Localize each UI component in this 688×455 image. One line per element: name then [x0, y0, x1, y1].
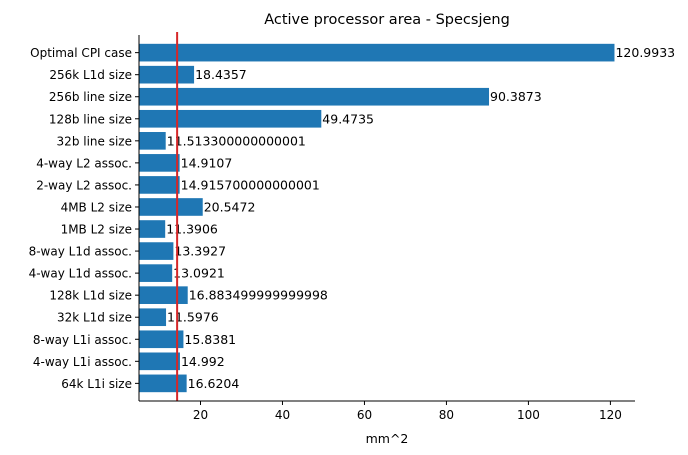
x-tick-label: 60	[357, 408, 372, 422]
y-tick-label: 128b line size	[49, 112, 132, 126]
x-tick-label: 100	[517, 408, 540, 422]
bars-group	[139, 43, 615, 393]
bar-value-label: 11.3906	[166, 222, 218, 237]
bar-value-label: 90.3873	[490, 89, 542, 104]
y-tick-label: 128k L1d size	[49, 289, 132, 303]
bar	[139, 198, 203, 216]
y-tick-label: 32b line size	[57, 134, 132, 148]
bar	[139, 132, 166, 150]
x-tick-label: 40	[275, 408, 290, 422]
bar	[139, 43, 615, 62]
y-tick-label: 8-way L1d assoc.	[29, 245, 132, 259]
bar-value-label: 20.5472	[204, 199, 256, 214]
y-tick-label: Optimal CPI case	[30, 46, 132, 60]
bar	[139, 374, 187, 393]
bar-value-label: 16.883499999999998	[189, 288, 328, 303]
bar	[139, 109, 322, 128]
bar	[139, 264, 173, 282]
bar-value-label: 14.9107	[181, 155, 233, 170]
bar	[139, 65, 195, 84]
value-labels-group: 120.9933 18.4357 90.3873 49.4735 11.51330000…	[166, 45, 675, 391]
y-tick-label: 4-way L2 assoc.	[36, 156, 132, 170]
bar-value-label: 11.5976	[167, 310, 219, 325]
y-tick-label: 8-way L1i assoc.	[33, 333, 132, 347]
y-tick-label: 256b line size	[49, 90, 132, 104]
bar-value-label: 49.4735	[322, 111, 374, 126]
bar	[139, 87, 490, 106]
y-tick-label: 64k L1i size	[61, 377, 132, 391]
x-tick-label: 80	[439, 408, 454, 422]
bar	[139, 286, 188, 304]
bar-value-label: 13.3927	[174, 244, 226, 259]
y-axis-ticks: Optimal CPI case 256k L1d size 256b line s…	[29, 46, 139, 391]
chart-title: Active processor area - Specsjeng	[264, 12, 510, 28]
x-axis-label: mm^2	[366, 431, 409, 446]
bar	[139, 220, 166, 238]
bar-value-label: 14.915700000000001	[181, 177, 320, 192]
bar	[139, 352, 180, 371]
bar-value-label: 16.6204	[188, 376, 240, 391]
bar-value-label: 13.0921	[173, 266, 225, 281]
bar	[139, 176, 180, 194]
x-tick-label: 120	[599, 408, 622, 422]
bar	[139, 330, 184, 349]
bar-value-label: 15.8381	[184, 332, 236, 347]
bar-value-label: 120.9933	[615, 45, 675, 60]
x-tick-label: 20	[193, 408, 208, 422]
y-tick-label: 256k L1d size	[49, 68, 132, 82]
y-tick-label: 1MB L2 size	[61, 223, 132, 237]
y-tick-label: 2-way L2 assoc.	[36, 178, 132, 192]
x-axis-ticks: 20 40 60 80 100 120	[193, 401, 622, 422]
bar-value-label: 18.4357	[195, 67, 247, 82]
y-tick-label: 4-way L1d assoc.	[29, 267, 132, 281]
bar-value-label: 14.992	[181, 354, 225, 369]
bar-value-label: 11.513300000000001	[167, 133, 306, 148]
y-tick-label: 4MB L2 size	[61, 200, 132, 214]
bar	[139, 154, 180, 172]
y-tick-label: 4-way L1i assoc.	[33, 355, 132, 369]
y-tick-label: 32k L1d size	[57, 311, 132, 325]
bar	[139, 308, 167, 327]
bar	[139, 242, 174, 260]
